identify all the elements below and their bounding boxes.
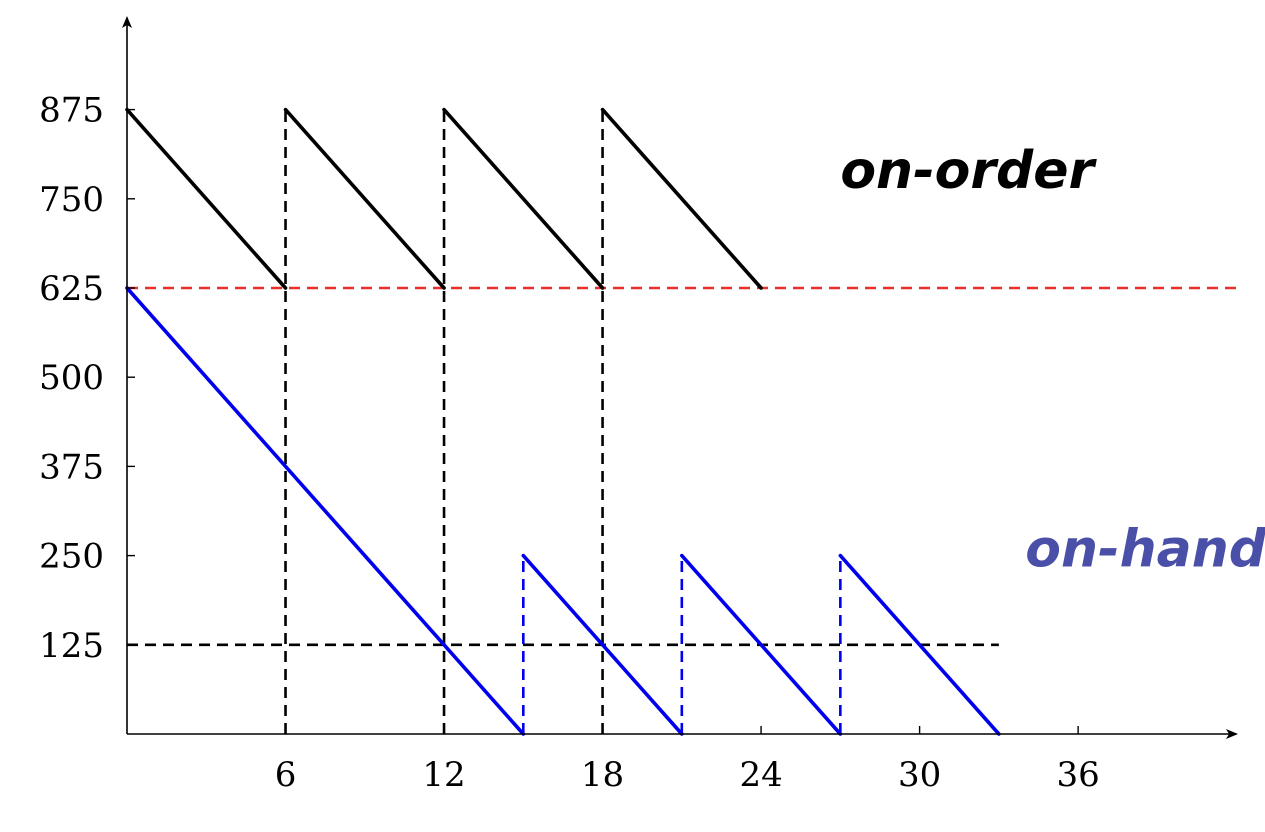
on-order-segment: [442, 107, 605, 290]
on-hand-segment: [125, 286, 526, 736]
tick-marks: 6 12 18 24 30 36 125 250 375 500 625 750 875: [39, 91, 1100, 795]
series-lines: [125, 107, 1001, 736]
y-tick-label: 625: [39, 269, 104, 309]
y-tick-label: 375: [39, 447, 104, 487]
y-tick-label: 750: [39, 180, 104, 220]
y-tick-label: 250: [39, 537, 104, 577]
axes: [122, 16, 1238, 739]
y-tick-label: 875: [39, 91, 104, 131]
on-order-segment: [125, 107, 288, 290]
x-tick-label: 12: [422, 755, 465, 795]
x-tick-label: 24: [739, 755, 782, 795]
on-hand-segment: [838, 553, 1001, 736]
reference-lines: [127, 109, 1237, 734]
y-tick-label: 500: [39, 358, 104, 398]
on-order-segment: [600, 107, 763, 290]
x-tick-label: 30: [898, 755, 941, 795]
on-hand-annotation: on-hand: [1025, 519, 1265, 579]
annotations: on-order on-hand: [840, 141, 1265, 579]
x-tick-label: 36: [1056, 755, 1099, 795]
y-tick-label: 125: [39, 626, 104, 666]
on-hand-segment: [521, 553, 684, 736]
x-tick-label: 18: [581, 755, 624, 795]
on-order-annotation: on-order: [840, 141, 1097, 201]
on-order-segment: [283, 107, 446, 290]
on-hand-segment: [680, 553, 843, 736]
x-tick-label: 6: [275, 755, 297, 795]
